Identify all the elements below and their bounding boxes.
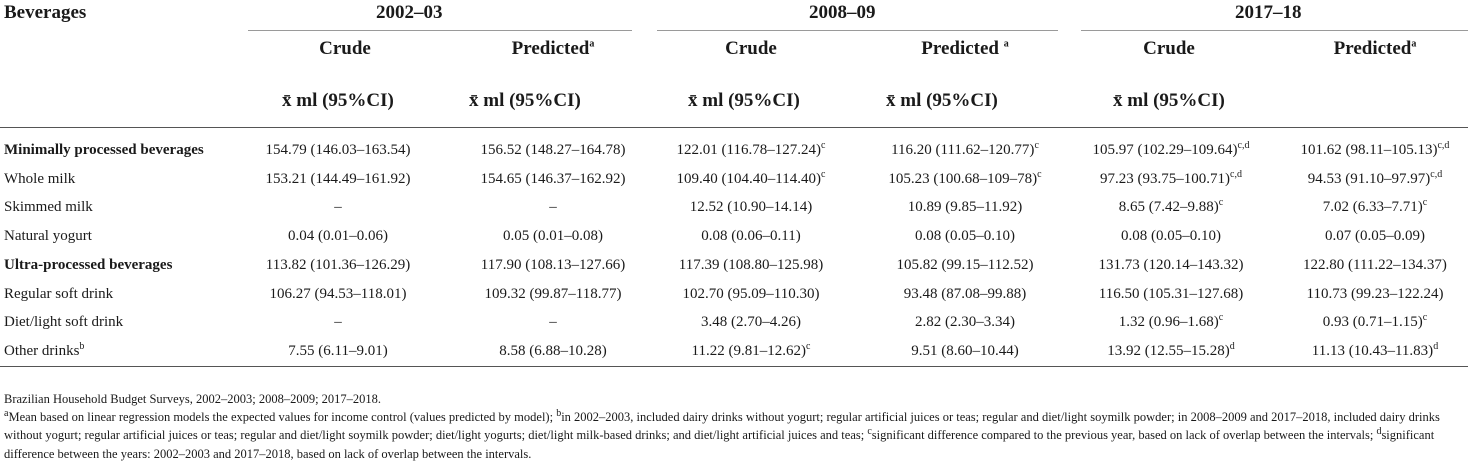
table-cell: 12.52 (10.90–14.14) (689, 199, 813, 216)
table-cell: 122.80 (111.22–134.37) (1303, 256, 1447, 273)
subheader-predicted-2017: Predicteda (1333, 38, 1417, 59)
table-cell: 154.79 (146.03–163.54) (265, 142, 411, 158)
table-cell: 116.20 (111.62–120.77)c (891, 140, 1039, 159)
table-cell: 13.92 (12.55–15.28)d (1107, 340, 1235, 359)
table-cell: 0.04 (0.01–0.06) (288, 228, 388, 245)
table-cell: 8.58 (6.88–10.28) (499, 342, 607, 359)
table-cell: 7.02 (6.33–7.71)c (1322, 197, 1428, 216)
table-footnotes: Brazilian Household Budget Surveys, 2002… (4, 390, 1464, 463)
unit-label-1: x̄ ml (95%CI) (282, 90, 394, 111)
table-cell: 105.97 (102.29–109.64)c,d (1092, 140, 1250, 159)
table-cell: 0.05 (0.01–0.08) (503, 228, 603, 245)
table-cell: 117.90 (108.13–127.66) (480, 256, 626, 273)
table-cell: 94.53 (91.10–97.97)c,d (1307, 168, 1443, 187)
table-cell: – (334, 314, 342, 331)
table-cell: 109.40 (104.40–114.40)c (676, 168, 826, 187)
subheader-predicted-2008: Predicted a (921, 38, 1009, 59)
row-label: Other drinksb (4, 340, 85, 359)
table-cell: 9.51 (8.60–10.44) (911, 342, 1019, 359)
row-label: Natural yogurt (4, 228, 92, 245)
table-cell: – (549, 314, 557, 331)
table-cell: 116.50 (105.31–127.68) (1098, 285, 1244, 302)
table-cell: 105.23 (100.68–109–78)c (888, 168, 1042, 187)
period-header-2017: 2017–18 (1235, 2, 1302, 23)
table-cell: 0.08 (0.06–0.11) (701, 228, 801, 245)
subheader-predicted-2002: Predicteda (511, 38, 595, 59)
subheader-crude-2008: Crude (725, 38, 777, 59)
table-cell: 106.27 (94.53–118.01) (269, 285, 407, 302)
unit-label-2: x̄ ml (95%CI) (469, 90, 581, 111)
table-cell: 8.65 (7.42–9.88)c (1118, 197, 1224, 216)
unit-label-5: x̄ ml (95%CI) (1113, 90, 1225, 111)
table-cell: – (334, 199, 342, 216)
table-cell: 156.52 (148.27–164.78) (480, 142, 626, 158)
table-cell: 11.22 (9.81–12.62)c (691, 340, 811, 359)
table-cell: 105.82 (99.15–112.52) (896, 256, 1034, 273)
row-label: Skimmed milk (4, 199, 93, 216)
table-cell: 0.93 (0.71–1.15)c (1322, 312, 1428, 331)
subheader-crude-2017: Crude (1143, 38, 1195, 59)
table-cell: 109.32 (99.87–118.77) (484, 285, 622, 302)
row-label: Ultra-processed beverages (4, 256, 173, 273)
table-cell: 131.73 (120.14–143.32) (1098, 256, 1244, 273)
unit-label-3: x̄ ml (95%CI) (688, 90, 800, 111)
table-cell: 101.62 (98.11–105.13)c,d (1300, 140, 1450, 159)
row-label: Whole milk (4, 170, 76, 187)
table-cell: 102.70 (95.09–110.30) (682, 285, 820, 302)
table-cell: 0.07 (0.05–0.09) (1325, 228, 1425, 245)
table-cell: 10.89 (9.85–11.92) (907, 199, 1023, 216)
table-cell: 2.82 (2.30–3.34) (915, 314, 1015, 331)
subheader-crude-2002: Crude (319, 38, 371, 59)
table-cell: 0.08 (0.05–0.10) (1121, 228, 1221, 245)
period-header-2008: 2008–09 (809, 2, 876, 23)
table-cell: 154.65 (146.37–162.92) (480, 170, 626, 187)
table-cell: 0.08 (0.05–0.10) (915, 228, 1015, 245)
row-label: Regular soft drink (4, 285, 114, 302)
table-cell: 113.82 (101.36–126.29) (265, 256, 411, 273)
table-cell: 7.55 (6.11–9.01) (288, 342, 388, 359)
table-cell: 93.48 (87.08–99.88) (903, 285, 1027, 302)
stub-header: Beverages (4, 2, 87, 23)
unit-label-4: x̄ ml (95%CI) (886, 90, 998, 111)
table-cell: 97.23 (93.75–100.71)c,d (1100, 168, 1242, 187)
table-cell: 117.39 (108.80–125.98) (678, 256, 824, 273)
row-label: Diet/light soft drink (4, 314, 124, 331)
row-label: Minimally processed beverages (4, 142, 204, 158)
table-cell: 122.01 (116.78–127.24)c (676, 140, 826, 159)
footnote-definitions: aMean based on linear regression models … (4, 408, 1440, 461)
table-cell: 1.32 (0.96–1.68)c (1118, 312, 1224, 331)
table-cell: 11.13 (10.43–11.83)d (1311, 340, 1439, 359)
period-header-2002: 2002–03 (376, 2, 443, 23)
footnote-source: Brazilian Household Budget Surveys, 2002… (4, 392, 382, 406)
table-cell: 153.21 (144.49–161.92) (265, 170, 411, 187)
table-cell: 3.48 (2.70–4.26) (701, 314, 801, 331)
table-cell: – (549, 199, 557, 216)
table-cell: 110.73 (99.23–122.24) (1306, 285, 1444, 302)
